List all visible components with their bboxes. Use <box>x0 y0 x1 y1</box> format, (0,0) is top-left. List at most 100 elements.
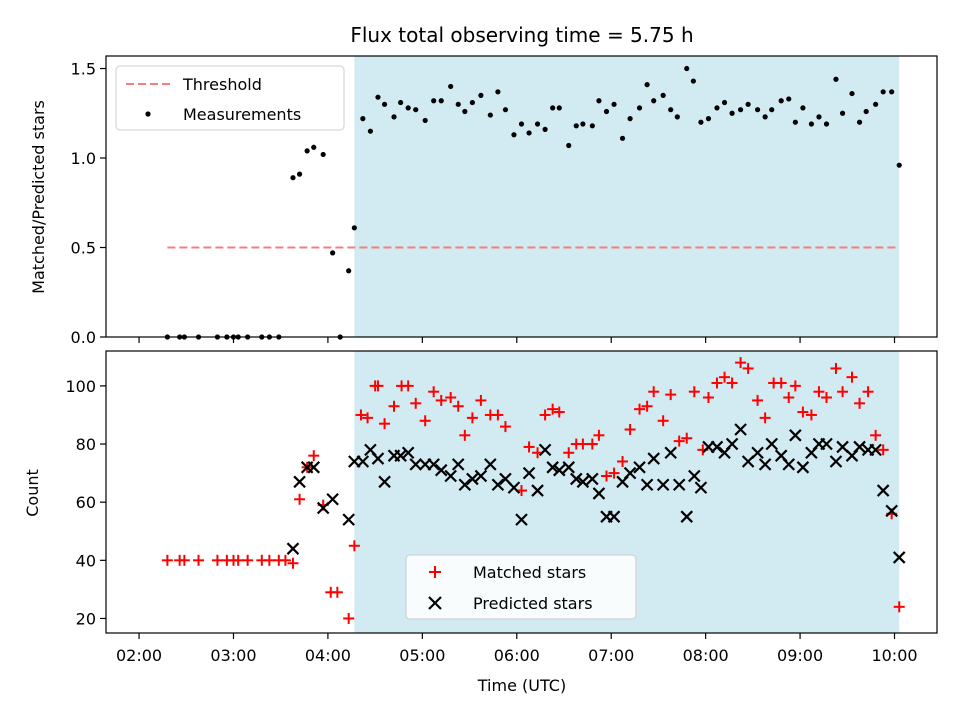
measurement-point <box>526 130 532 136</box>
matched-star-point <box>577 438 589 450</box>
predicted-star-point <box>820 437 833 451</box>
measurement-point <box>762 114 768 120</box>
measurement-point <box>754 107 761 113</box>
matched-star-point <box>348 540 360 552</box>
predicted-star-point <box>734 423 747 436</box>
predicted-star-point <box>458 478 472 492</box>
measurement-point <box>304 148 310 154</box>
top-y-tick-label: 0.5 <box>71 239 96 258</box>
predicted-star-point <box>562 461 575 474</box>
measurement-point <box>487 112 493 118</box>
measurement-point <box>360 116 366 122</box>
matched-star-point <box>681 432 693 444</box>
measurement-point <box>534 121 541 127</box>
matched-star-point <box>294 493 306 505</box>
predicted-star-point <box>680 510 694 523</box>
measurement-point <box>573 123 579 129</box>
matched-star-point <box>775 377 787 389</box>
measurement-point <box>296 171 303 177</box>
matched-star-point <box>821 392 833 404</box>
chart-title: Flux total observing time = 5.75 h <box>350 23 693 47</box>
matched-legend-swatch <box>429 566 441 578</box>
measurement-point <box>375 94 381 100</box>
x-tick-label: 03:00 <box>210 646 256 665</box>
matched-star-point <box>702 392 714 404</box>
predicted-star-point <box>672 478 686 492</box>
measurement-point <box>690 78 696 84</box>
predicted-star-point <box>664 446 677 460</box>
predicted-star-point <box>765 437 779 451</box>
predicted-star-point <box>286 542 300 555</box>
matched-star-point <box>287 557 299 569</box>
top-panel: 0.0 0.5 1.0 1.5 Matched/Predicted stars Thr… <box>29 55 938 347</box>
predicted-star-point <box>796 461 810 474</box>
matched-star-point <box>837 386 849 398</box>
measurement-point <box>413 107 419 113</box>
x-tick-label: 05:00 <box>399 646 445 665</box>
measurement-point <box>839 110 846 116</box>
predicted-star-point <box>592 487 606 500</box>
predicted-star-point <box>326 492 339 506</box>
predicted-star-point <box>853 440 866 454</box>
measurements-legend-label: Measurements <box>183 105 301 124</box>
matched-star-point <box>410 397 422 409</box>
bottom-y-tick-label: 20 <box>76 609 96 628</box>
matched-star-point <box>593 429 605 441</box>
top-legend-box <box>115 65 345 131</box>
matched-star-point <box>688 386 700 398</box>
measurement-point <box>668 107 674 113</box>
top-y-tick-label: 0.0 <box>71 328 96 347</box>
measurement-point <box>518 121 525 127</box>
measurement-point <box>495 89 501 95</box>
predicted-star-point <box>869 443 882 457</box>
matched-star-point <box>870 429 882 441</box>
top-axes-frame <box>105 55 938 338</box>
measurement-point <box>502 107 509 113</box>
predicted-legend-swatch <box>428 596 442 610</box>
matched-star-point <box>600 470 612 482</box>
predicted-star-point <box>538 443 552 457</box>
top-x-axis <box>138 337 896 343</box>
predicted-star-point <box>552 463 566 477</box>
matched-star-point <box>641 400 653 412</box>
measurement-point <box>880 89 886 95</box>
matched-star-point <box>452 400 464 412</box>
measurement-point <box>398 99 404 106</box>
measurement-point <box>566 142 572 149</box>
measurement-point <box>589 123 595 129</box>
x-tick-label: 10:00 <box>871 646 917 665</box>
measurement-point <box>511 132 517 138</box>
matched-star-point <box>586 438 598 450</box>
measurement-point <box>786 96 792 102</box>
bottom-y-tick-label: 40 <box>76 551 96 570</box>
predicted-star-point <box>569 472 583 486</box>
bottom-panel: 20 40 60 80 100 02:00 03:00 04:00 05:00 06:00 07:… <box>23 350 938 695</box>
top-y-tick-label: 1.5 <box>71 60 96 79</box>
measurement-point <box>823 121 830 127</box>
measurement-point <box>792 119 798 125</box>
predicted-star-point <box>434 463 448 477</box>
predicted-star-point <box>507 481 521 494</box>
measurement-point <box>644 82 650 88</box>
matched-star-point <box>263 554 275 566</box>
matched-star-point <box>563 447 575 459</box>
measurement-point <box>320 151 326 158</box>
matched-star-point <box>435 394 447 406</box>
matched-star-point <box>665 389 677 401</box>
predicted-star-point <box>394 449 407 462</box>
measurement-point <box>438 98 444 104</box>
predicted-star-point <box>409 458 423 471</box>
measurement-point <box>448 83 454 90</box>
measurement-point <box>698 119 704 125</box>
matched-star-point <box>805 409 817 421</box>
matched-star-point <box>893 601 905 613</box>
x-tick-label: 06:00 <box>494 646 540 665</box>
x-tick-label: 02:00 <box>116 646 162 665</box>
measurement-point <box>800 105 806 111</box>
predicted-star-point <box>427 458 440 471</box>
matched-star-point <box>617 455 629 467</box>
matched-star-point <box>402 380 414 392</box>
measurement-point <box>808 121 815 127</box>
measurement-point <box>550 105 556 111</box>
measurement-point <box>769 107 775 113</box>
